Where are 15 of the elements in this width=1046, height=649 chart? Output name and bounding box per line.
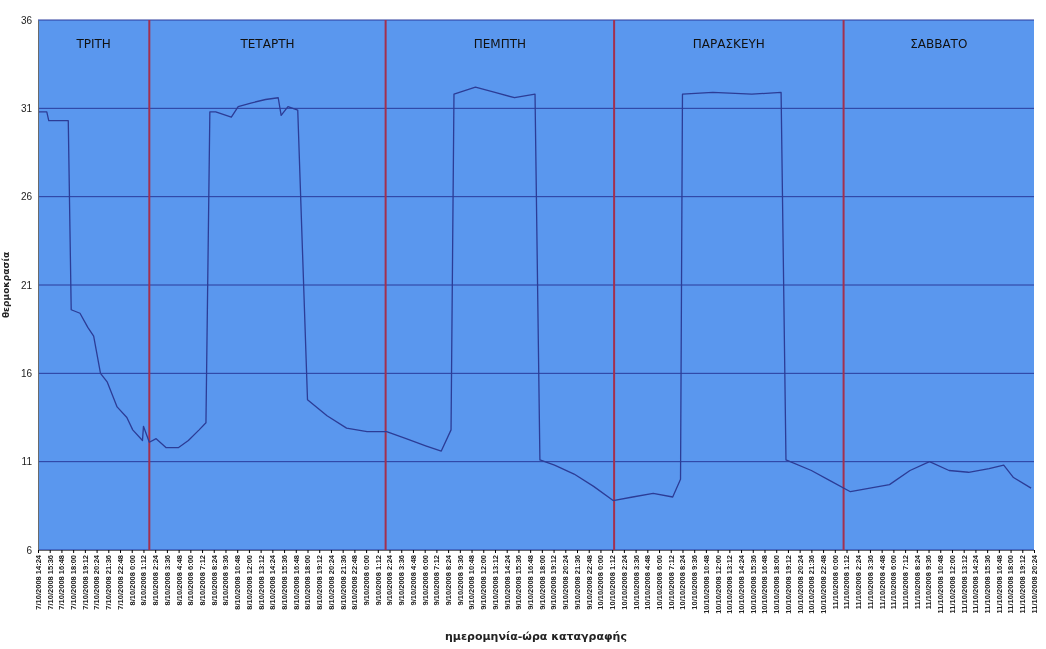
y-tick-label: 26 — [20, 191, 33, 203]
annotation: ΠΕΜΠΤΗ — [473, 37, 527, 51]
x-axis-title: ημερομηνία-ώρα καταγραφής — [445, 630, 627, 643]
line-series — [38, 86, 1032, 502]
annotation: ΠΑΡΑΣΚΕΥΗ — [692, 37, 765, 51]
y-tick-label: 16 — [20, 368, 33, 380]
y-tick-label: 11 — [21, 456, 33, 468]
y-tick-label: 31 — [20, 103, 33, 115]
y-tick-label: 36 — [20, 14, 33, 26]
annotation: ΣΑΒΒΑΤΟ — [910, 37, 968, 51]
annotation: ΤΡΙΤΗ — [75, 37, 111, 51]
y-tick-label: 21 — [20, 279, 33, 291]
annotation: ΤΕΤΑΡΤΗ — [239, 37, 295, 51]
y-tick-label: 6 — [26, 544, 33, 556]
y-axis-title: θερμοκρασία — [1, 251, 11, 319]
